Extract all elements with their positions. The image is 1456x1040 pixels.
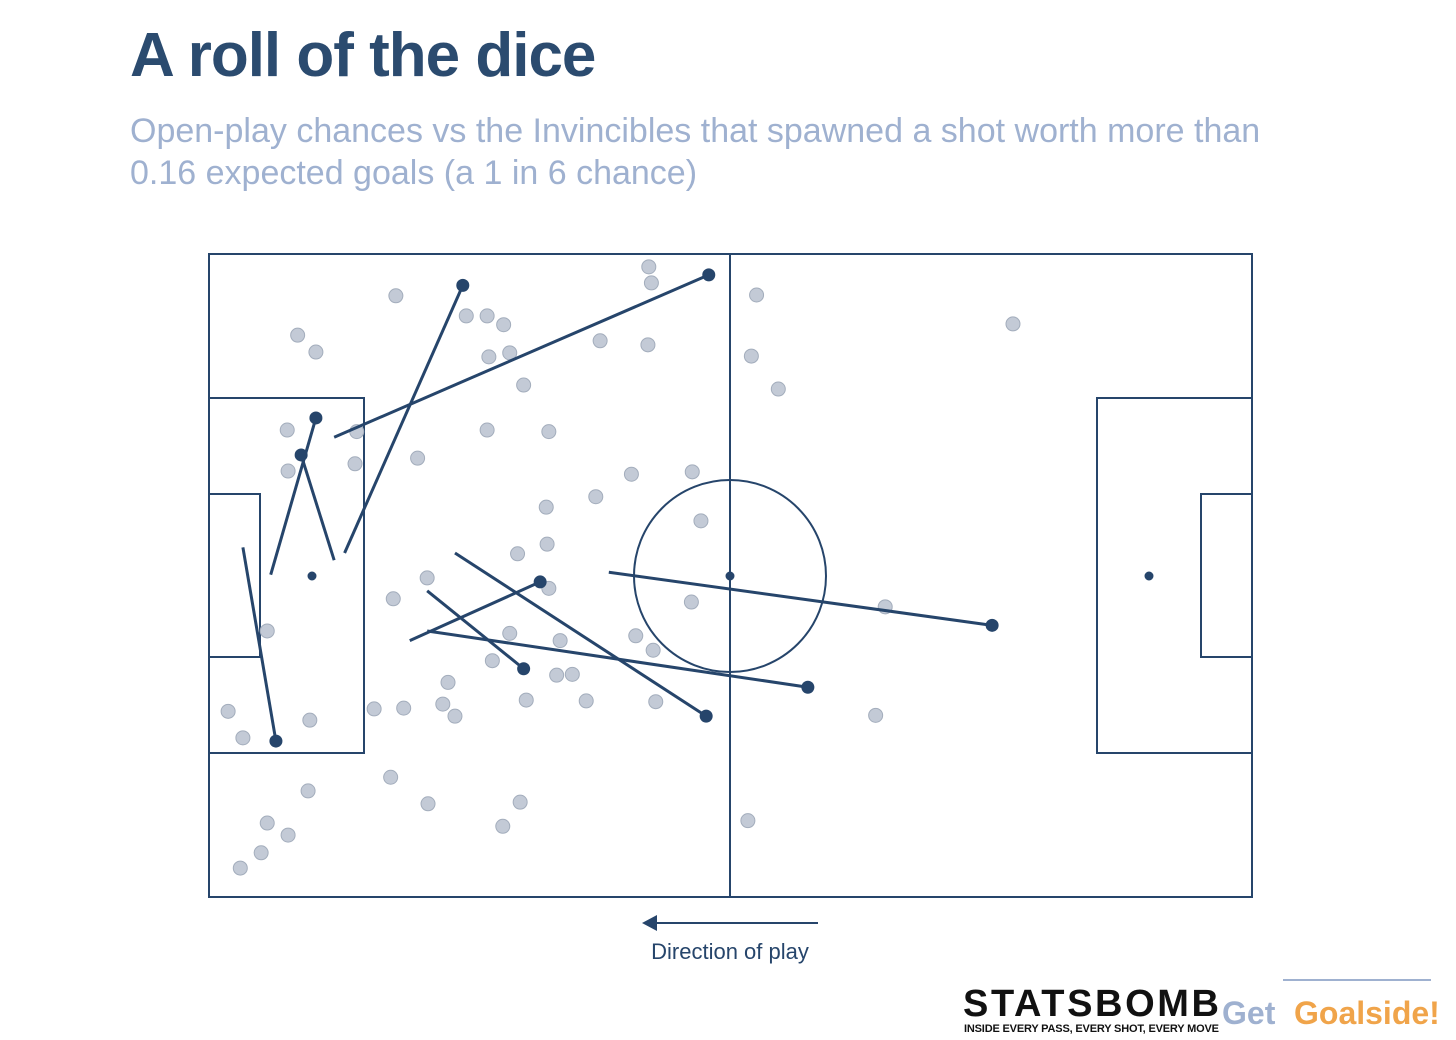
chance-point (684, 464, 700, 480)
chance-point (447, 708, 463, 724)
chance-point (539, 536, 555, 552)
chance-point (1005, 316, 1021, 332)
pass-end (294, 448, 308, 462)
chance-point (512, 794, 528, 810)
chance-point (510, 546, 526, 562)
chance-point (396, 700, 412, 716)
chance-point (552, 633, 568, 649)
chance-point (749, 287, 765, 303)
chart-subtitle: Open-play chances vs the Invincibles tha… (130, 112, 1261, 192)
statsbomb-tagline: INSIDE EVERY PASS, EVERY SHOT, EVERY MOV… (964, 1023, 1219, 1035)
pass-end (985, 618, 999, 632)
chance-point (868, 707, 884, 723)
pass-end (269, 734, 283, 748)
chance-point (770, 381, 786, 397)
chance-point (347, 456, 363, 472)
chance-point (693, 513, 709, 529)
chance-point (541, 424, 557, 440)
pass-end (533, 575, 547, 589)
chance-point (496, 317, 512, 333)
chance-point (740, 813, 756, 829)
pass-line (269, 417, 318, 576)
chance-point (308, 344, 324, 360)
pass-line (426, 629, 809, 689)
pass-line (343, 284, 465, 554)
chance-point (458, 308, 474, 324)
brand-get: Get (1222, 995, 1276, 1031)
chance-point (435, 696, 451, 712)
chance-point (388, 288, 404, 304)
chance-point (290, 327, 306, 343)
chance-point (481, 349, 497, 365)
chance-point (549, 667, 565, 683)
chance-point (628, 628, 644, 644)
chance-point (623, 466, 639, 482)
chance-point (410, 450, 426, 466)
pass-line (426, 589, 525, 670)
chance-point (495, 818, 511, 834)
pass-line (454, 551, 707, 718)
chance-point (645, 642, 661, 658)
arrow-head (642, 915, 657, 931)
chance-point (440, 674, 456, 690)
pass-end (801, 680, 815, 694)
chance-point (383, 769, 399, 785)
brand-goalside: Goalside! (1294, 995, 1440, 1031)
chance-point (648, 694, 664, 710)
pass-line (333, 273, 710, 439)
chance-point (232, 860, 248, 876)
pass-line (241, 547, 278, 742)
chance-point (279, 422, 295, 438)
chance-point (419, 570, 435, 586)
chance-point (235, 730, 251, 746)
chance-point (640, 337, 656, 353)
chance-point (220, 703, 236, 719)
chance-point (259, 623, 275, 639)
chance-point (479, 422, 495, 438)
chance-point (516, 377, 532, 393)
chance-point (484, 653, 500, 669)
chance-point (366, 701, 382, 717)
chance-point (385, 591, 401, 607)
pass-end (456, 278, 470, 292)
subtitle-box: Open-play chances vs the Invincibles tha… (130, 112, 1261, 192)
chance-point (743, 348, 759, 364)
marks (220, 259, 1021, 876)
chance-point (280, 463, 296, 479)
chance-point (588, 489, 604, 505)
pass-end (309, 411, 323, 425)
pass-line (299, 454, 336, 561)
chance-point (683, 594, 699, 610)
pass-end (702, 268, 716, 282)
chance-point (538, 499, 554, 515)
chance-point (300, 783, 316, 799)
chance-point (641, 259, 657, 275)
chance-point (479, 308, 495, 324)
pitch-markings (208, 253, 1253, 898)
chance-point (302, 712, 318, 728)
chance-point (280, 827, 296, 843)
pass-end (517, 662, 531, 676)
chance-point (564, 666, 580, 682)
direction-label: Direction of play (651, 939, 809, 964)
chance-point (592, 333, 608, 349)
pass-end (699, 709, 713, 723)
chance-point (502, 625, 518, 641)
pass-line (608, 570, 993, 627)
chance-point (253, 845, 269, 861)
chance-point (518, 692, 534, 708)
chance-point (259, 815, 275, 831)
chance-point (578, 693, 594, 709)
statsbomb-logo: STATSBOMB (963, 983, 1218, 1025)
chart-title: A roll of the dice (130, 21, 595, 90)
chance-point (643, 275, 659, 291)
chance-point (420, 796, 436, 812)
